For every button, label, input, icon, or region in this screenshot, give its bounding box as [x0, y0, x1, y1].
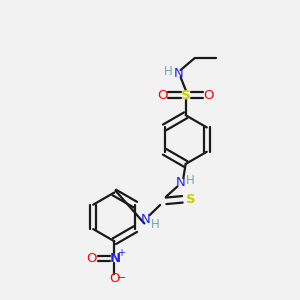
Text: H: H — [151, 218, 160, 231]
Text: −: − — [117, 273, 127, 284]
Text: S: S — [181, 88, 190, 101]
Text: O: O — [158, 88, 168, 101]
Text: N: N — [173, 67, 183, 80]
Text: N: N — [176, 176, 185, 189]
Text: H: H — [186, 173, 195, 187]
Text: N: N — [140, 213, 150, 226]
Text: N: N — [110, 252, 121, 265]
Text: S: S — [186, 193, 195, 206]
Text: O: O — [109, 272, 120, 285]
Text: O: O — [86, 252, 97, 265]
Text: H: H — [164, 65, 173, 78]
Text: O: O — [203, 88, 214, 101]
Text: +: + — [117, 248, 125, 258]
